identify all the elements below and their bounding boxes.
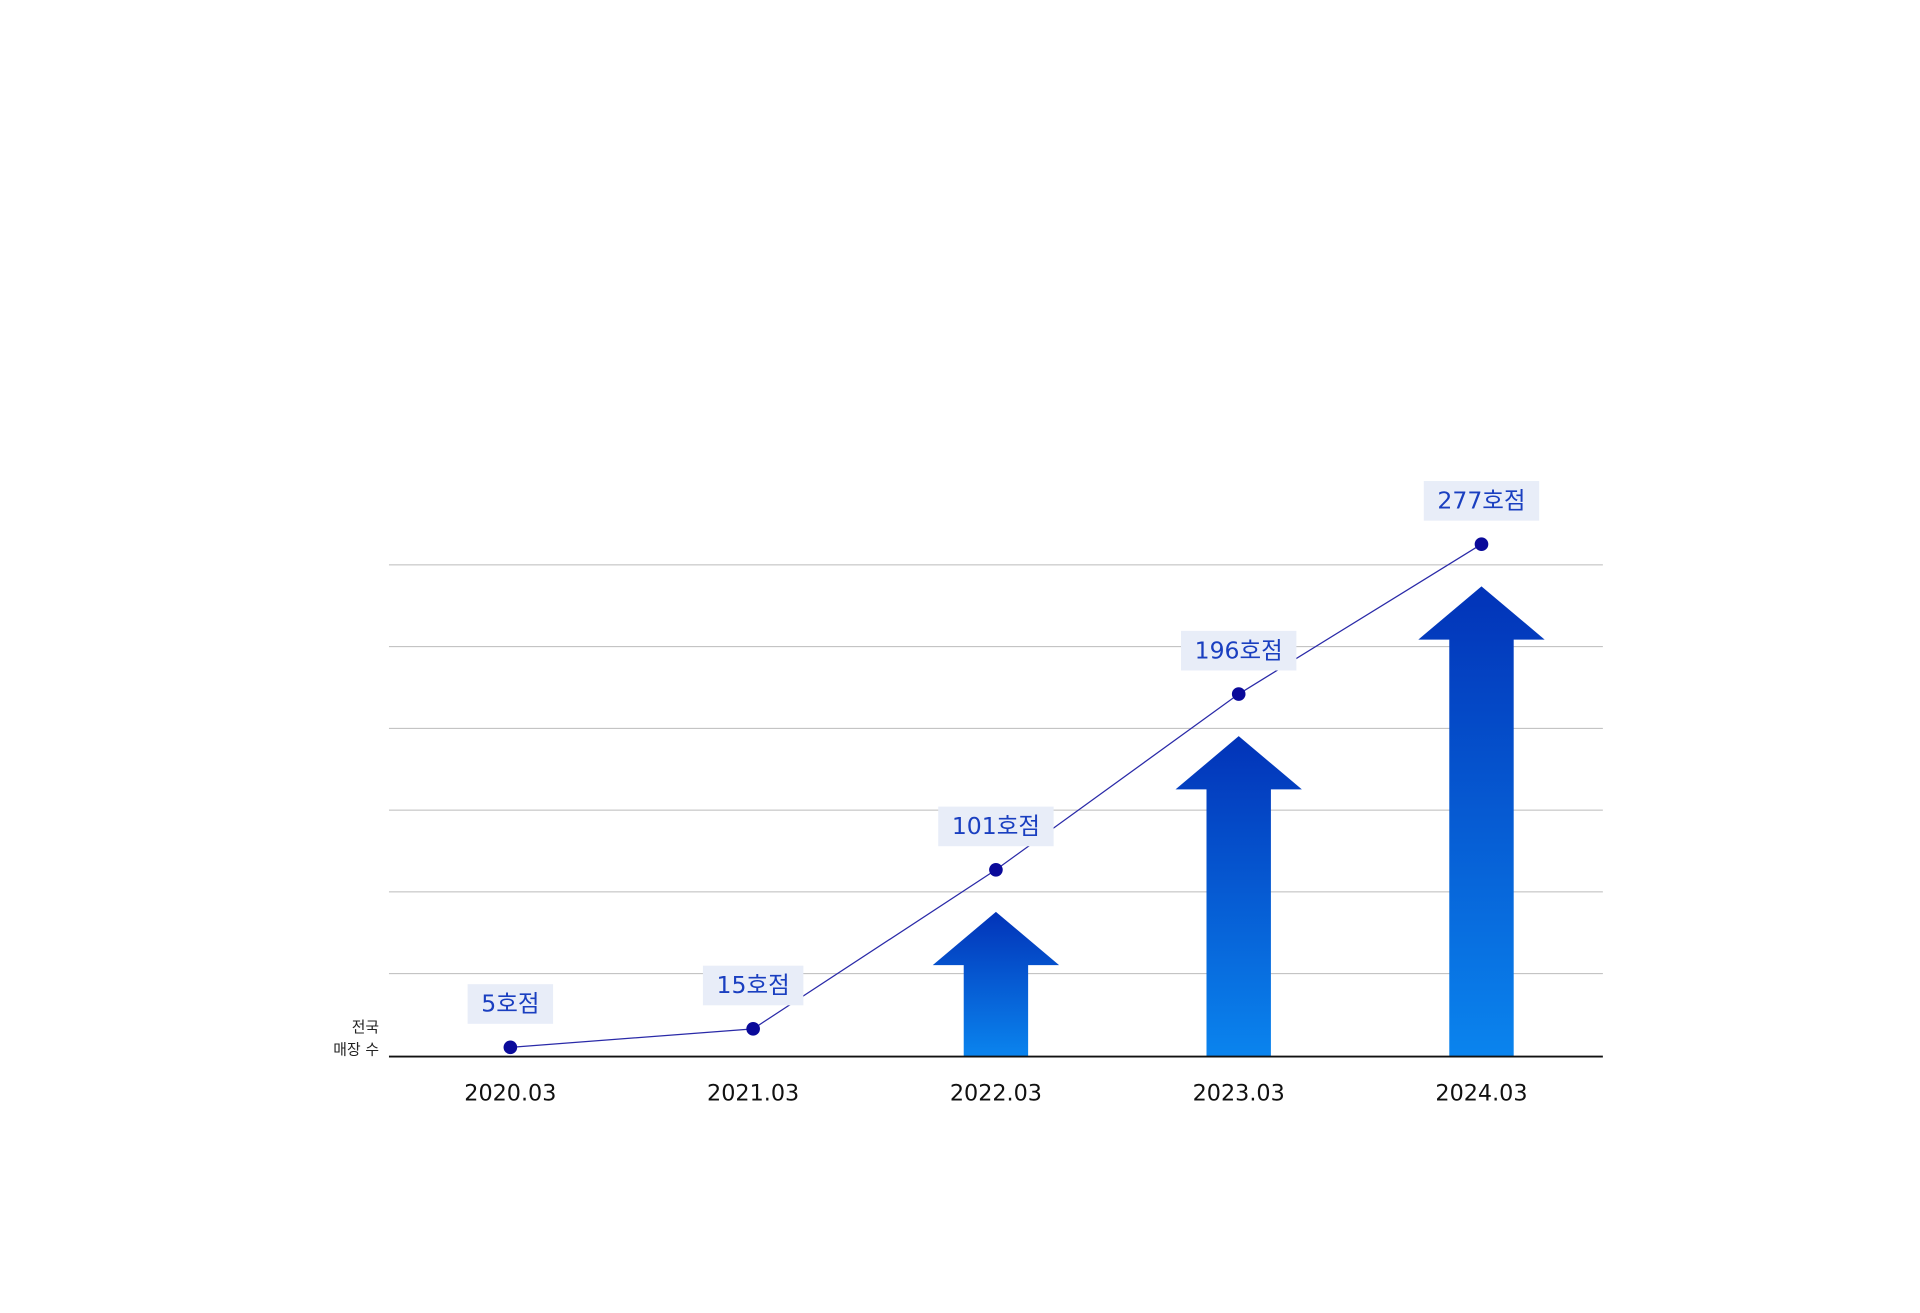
y-axis-label: 매장 수 — [333, 1040, 379, 1058]
value-label-box — [938, 806, 1054, 847]
value-label-box — [467, 984, 554, 1024]
x-tick-label: 2024.03 — [1435, 1080, 1527, 1106]
point — [989, 862, 1003, 877]
value-label: 5호점 — [481, 990, 539, 1018]
point — [1474, 537, 1489, 552]
x-tick-label: 2022.03 — [950, 1080, 1042, 1106]
point — [746, 1022, 760, 1036]
arrow-bar — [1418, 586, 1545, 1057]
point — [503, 1040, 518, 1055]
x-tick-label: 2021.03 — [707, 1080, 799, 1106]
value-label-box — [1423, 481, 1540, 521]
arrows — [932, 586, 1545, 1057]
arrow-bar — [932, 911, 1060, 1057]
x-tick-label: 2023.03 — [1193, 1080, 1285, 1106]
value-label: 196호점 — [1195, 636, 1283, 664]
value-label: 277호점 — [1437, 487, 1525, 515]
value-label: 101호점 — [952, 812, 1040, 840]
x-tick-label: 2020.03 — [464, 1080, 556, 1106]
value-label: 15호점 — [717, 971, 790, 999]
point — [1231, 687, 1246, 701]
value-label-box — [1180, 630, 1297, 671]
arrow-bar — [1175, 736, 1302, 1057]
y-axis-label: 전국 — [352, 1018, 379, 1036]
value-label-box — [702, 965, 804, 1006]
